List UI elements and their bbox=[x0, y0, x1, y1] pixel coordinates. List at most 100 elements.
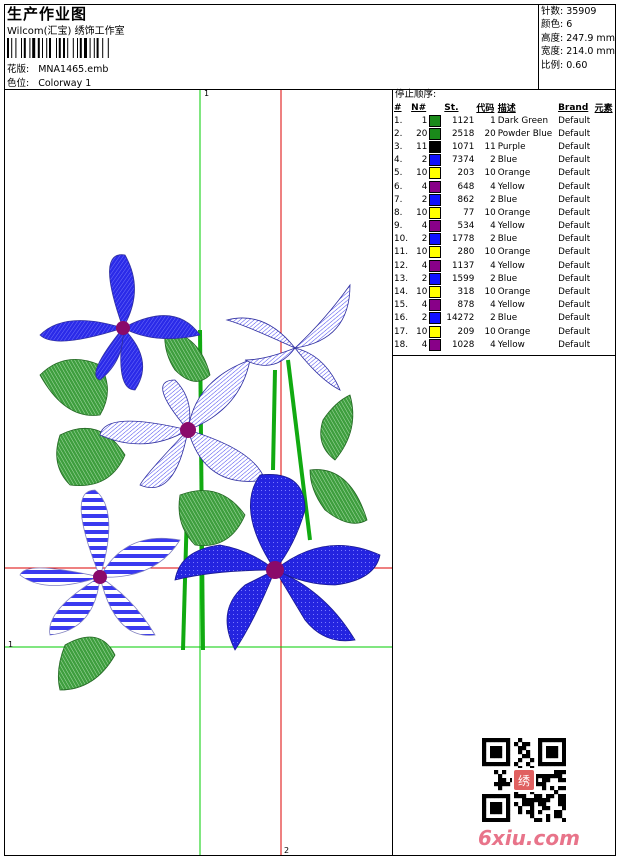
row-brand: Default bbox=[558, 300, 591, 311]
color-swatch bbox=[429, 114, 442, 127]
col-swatch bbox=[428, 101, 443, 114]
row-desc: Blue bbox=[497, 273, 518, 284]
flower-top-left bbox=[39, 254, 201, 391]
row-brand: Default bbox=[558, 181, 591, 192]
row-element bbox=[594, 272, 615, 285]
row-code: 2 bbox=[490, 273, 496, 284]
row-swatch bbox=[428, 325, 443, 338]
row-desc: Yellow bbox=[497, 181, 525, 192]
sheet-frame bbox=[4, 4, 616, 856]
table-row: 8. 10 77 10 Orange Default bbox=[393, 206, 615, 219]
col-brand: Brand bbox=[558, 102, 589, 113]
row-desc: Blue bbox=[497, 194, 518, 205]
row-swatch bbox=[428, 338, 443, 351]
watermark-logo: 6xiu.com bbox=[478, 826, 580, 850]
design-scale: 比例: 0.60 bbox=[541, 59, 588, 71]
leaf bbox=[56, 428, 126, 487]
design-stats: 针数: 35909 颜色: 6 高度: 247.9 mm 宽度: 214.0 m… bbox=[541, 5, 615, 72]
design-row: 花版: MNA1465.emb bbox=[7, 61, 108, 75]
row-element bbox=[594, 167, 615, 180]
row-needle: 2 bbox=[421, 313, 428, 324]
row-brand: Default bbox=[558, 326, 591, 337]
stem bbox=[286, 359, 312, 541]
table-row: 6. 4 648 4 Yellow Default bbox=[393, 180, 615, 193]
row-swatch bbox=[428, 312, 443, 325]
row-desc: Purple bbox=[497, 141, 526, 152]
row-desc: Yellow bbox=[497, 300, 525, 311]
table-row: 12. 4 1137 4 Yellow Default bbox=[393, 259, 615, 272]
row-desc: Orange bbox=[497, 326, 531, 337]
row-brand: Default bbox=[558, 273, 591, 284]
row-needle: 2 bbox=[421, 273, 428, 284]
row-swatch bbox=[428, 246, 443, 259]
row-needle: 4 bbox=[421, 221, 428, 232]
row-swatch bbox=[428, 285, 443, 299]
row-element bbox=[594, 246, 615, 259]
row-element bbox=[594, 154, 615, 167]
row-swatch bbox=[428, 272, 443, 285]
row-code: 4 bbox=[490, 260, 496, 271]
table-header-row: # N# St. 代码 描述 Brand 元素 bbox=[393, 101, 615, 115]
axis-label-left: 1 bbox=[8, 640, 14, 649]
row-swatch bbox=[428, 167, 443, 180]
row-swatch bbox=[428, 206, 443, 219]
design-value: MNA1465.emb bbox=[38, 64, 109, 75]
color-swatch bbox=[429, 272, 442, 285]
color-count: 颜色: 6 bbox=[541, 19, 573, 31]
row-brand: Default bbox=[558, 234, 591, 245]
row-brand: Default bbox=[558, 168, 591, 179]
row-stitches: 648 bbox=[457, 181, 475, 192]
row-brand: Default bbox=[558, 194, 591, 205]
stop-sequence-table: # N# St. 代码 描述 Brand 元素 1. 1 1121 1 Dark Gre… bbox=[393, 101, 615, 351]
row-swatch bbox=[428, 127, 443, 140]
embroidery-preview bbox=[5, 90, 392, 855]
table-row: 7. 2 862 2 Blue Default bbox=[393, 193, 615, 206]
flower-bottom-right bbox=[174, 474, 381, 651]
row-brand: Default bbox=[558, 247, 591, 258]
row-element bbox=[594, 338, 615, 351]
row-needle: 10 bbox=[416, 287, 428, 298]
row-swatch bbox=[428, 259, 443, 272]
table-row: 13. 2 1599 2 Blue Default bbox=[393, 272, 615, 285]
row-brand: Default bbox=[558, 221, 591, 232]
row-element bbox=[594, 312, 615, 325]
leaf bbox=[320, 394, 354, 461]
leaf bbox=[178, 490, 246, 547]
row-swatch bbox=[428, 154, 443, 167]
row-stitches: 2518 bbox=[451, 128, 475, 139]
row-index: 10. bbox=[394, 234, 408, 245]
table-row: 16. 2 14272 2 Blue Default bbox=[393, 312, 615, 325]
row-brand: Default bbox=[558, 260, 591, 271]
table-row: 3. 11 1071 11 Purple Default bbox=[393, 140, 615, 153]
design-label: 花版: bbox=[7, 64, 30, 75]
color-swatch bbox=[429, 167, 442, 180]
leaf bbox=[39, 359, 108, 416]
row-stitches: 77 bbox=[463, 207, 475, 218]
row-element bbox=[594, 325, 615, 338]
row-stitches: 14272 bbox=[446, 313, 475, 324]
barcode bbox=[7, 38, 109, 58]
row-index: 14. bbox=[394, 287, 408, 298]
row-brand: Default bbox=[558, 207, 591, 218]
row-index: 11. bbox=[394, 247, 408, 258]
row-swatch bbox=[428, 233, 443, 246]
row-code: 10 bbox=[484, 207, 496, 218]
color-swatch bbox=[429, 312, 442, 325]
table-row: 9. 4 534 4 Yellow Default bbox=[393, 220, 615, 233]
color-swatch bbox=[429, 246, 442, 259]
row-code: 4 bbox=[490, 221, 496, 232]
header-divider bbox=[4, 89, 616, 90]
row-code: 2 bbox=[490, 313, 496, 324]
canvas-divider bbox=[392, 89, 393, 856]
row-stitches: 209 bbox=[457, 326, 475, 337]
table-row: 10. 2 1778 2 Blue Default bbox=[393, 233, 615, 246]
row-index: 15. bbox=[394, 300, 408, 311]
row-stitches: 534 bbox=[457, 221, 475, 232]
row-index: 17. bbox=[394, 326, 408, 337]
row-index: 16. bbox=[394, 313, 408, 324]
row-stitches: 878 bbox=[457, 300, 475, 311]
row-brand: Default bbox=[558, 128, 591, 139]
row-needle: 4 bbox=[421, 339, 428, 350]
row-code: 11 bbox=[484, 141, 496, 152]
row-code: 4 bbox=[490, 339, 496, 350]
